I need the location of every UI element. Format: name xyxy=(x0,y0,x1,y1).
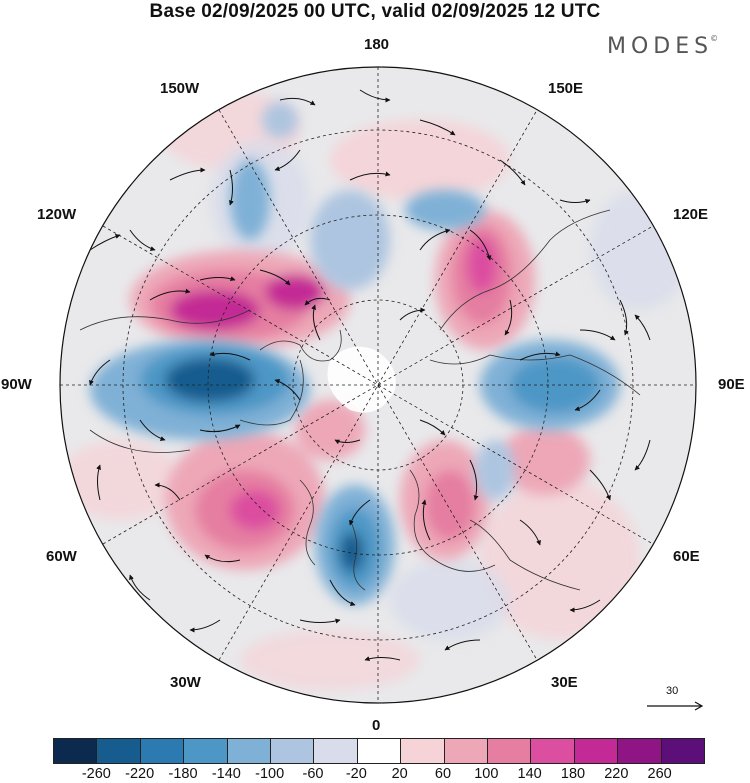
longitude-label-180: 180 xyxy=(364,36,389,53)
colorbar-cell xyxy=(228,739,271,763)
colorbar-cell xyxy=(445,739,488,763)
colorbar-tick-label: -220 xyxy=(125,766,154,782)
colorbar-cell xyxy=(141,739,184,763)
longitude-label-90w: 90W xyxy=(1,376,32,393)
colorbar-cell xyxy=(575,739,618,763)
longitude-label-120e: 120E xyxy=(673,206,708,223)
longitude-label-60w: 60W xyxy=(46,548,77,565)
colorbar-cell xyxy=(314,739,357,763)
longitude-label-150w: 150W xyxy=(160,80,199,97)
colorbar-tick-label: -140 xyxy=(212,766,241,782)
colorbar-tick-label: 140 xyxy=(518,766,542,782)
colorbar-tick-label: -260 xyxy=(82,766,111,782)
colorbar-tick-label: 180 xyxy=(561,766,585,782)
longitude-label-60e: 60E xyxy=(673,548,700,565)
colorbar-tick-label: 20 xyxy=(392,766,408,782)
colorbar-tick-label: -180 xyxy=(168,766,197,782)
colorbar-cell xyxy=(358,739,401,763)
polar-map xyxy=(0,0,750,730)
colorbar-cell xyxy=(97,739,140,763)
longitude-label-90e: 90E xyxy=(718,376,745,393)
colorbar-tick-label: 260 xyxy=(648,766,672,782)
colorbar-cell xyxy=(488,739,531,763)
colorbar-tick-label: -100 xyxy=(255,766,284,782)
longitude-label-120w: 120W xyxy=(37,206,76,223)
colorbar-tick-label: -60 xyxy=(303,766,324,782)
longitude-label-30e: 30E xyxy=(551,674,578,691)
colorbar-tick-label: 60 xyxy=(435,766,451,782)
colorbar-cell xyxy=(531,739,574,763)
colorbar-cell xyxy=(401,739,444,763)
colorbar-tick-label: 100 xyxy=(474,766,498,782)
colorbar-cell xyxy=(662,739,704,763)
colorbar xyxy=(53,738,705,764)
reference-vector-arrow xyxy=(645,684,705,714)
colorbar-tick-label: 220 xyxy=(604,766,628,782)
longitude-label-150e: 150E xyxy=(548,80,583,97)
colorbar-tick-label: -20 xyxy=(346,766,367,782)
colorbar-cell xyxy=(184,739,227,763)
colorbar-cell xyxy=(618,739,661,763)
colorbar-cell xyxy=(54,739,97,763)
longitude-label-30w: 30W xyxy=(170,674,201,691)
longitude-label-0: 0 xyxy=(372,717,380,734)
colorbar-cell xyxy=(271,739,314,763)
